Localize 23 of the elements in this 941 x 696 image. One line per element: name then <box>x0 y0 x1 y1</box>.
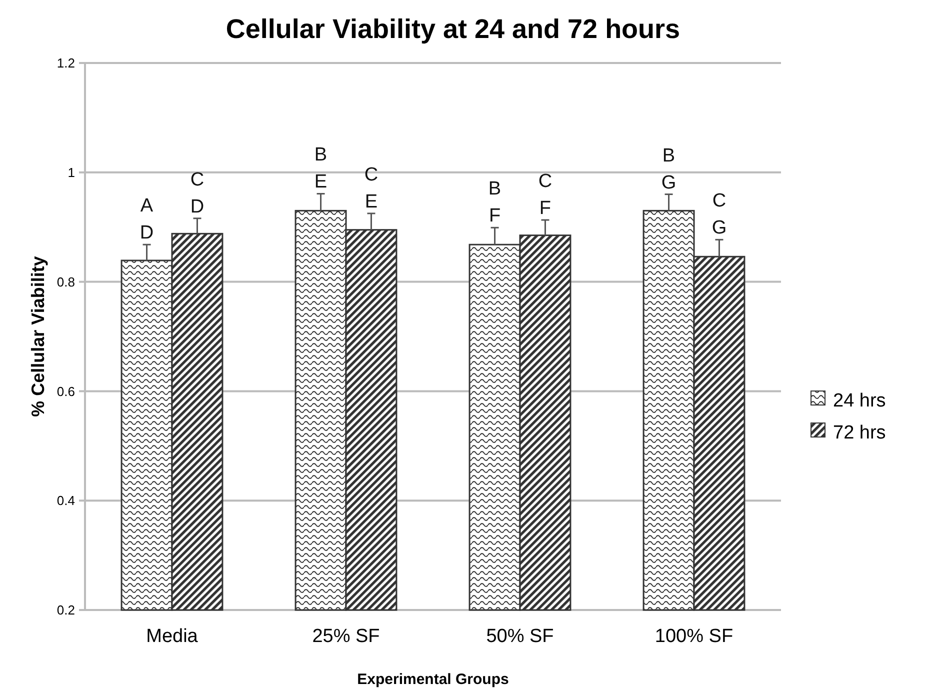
legend-label: 72 hrs <box>833 422 886 444</box>
data-label: A D <box>140 196 154 244</box>
y-tick-label: 0.2 <box>56 602 75 618</box>
chart-title: Cellular Viability at 24 and 72 hours <box>226 14 680 44</box>
y-axis-title: % Cellular Viability <box>28 256 48 417</box>
data-label: C G <box>712 190 727 239</box>
x-tick-label: 100% SF <box>654 626 734 647</box>
data-label: C F <box>538 170 552 219</box>
x-tick-label: 50% SF <box>486 626 554 647</box>
y-tick-label: 1 <box>68 164 75 180</box>
data-label: B G <box>661 145 676 194</box>
y-tick-label: 1.2 <box>56 56 75 71</box>
x-axis-title: Experimental Groups <box>357 671 509 688</box>
x-tick-label: Media <box>146 626 198 647</box>
data-label: C D <box>190 169 204 218</box>
data-label: B E <box>314 144 328 193</box>
legend-label: 24 hrs <box>833 390 886 412</box>
y-tick-label: 0.6 <box>56 384 75 399</box>
data-label: B F <box>488 178 502 227</box>
data-label: C E <box>364 164 378 212</box>
x-tick-label: 25% SF <box>312 626 380 647</box>
y-tick-label: 0.8 <box>56 274 75 290</box>
y-tick-label: 0.4 <box>56 493 75 508</box>
